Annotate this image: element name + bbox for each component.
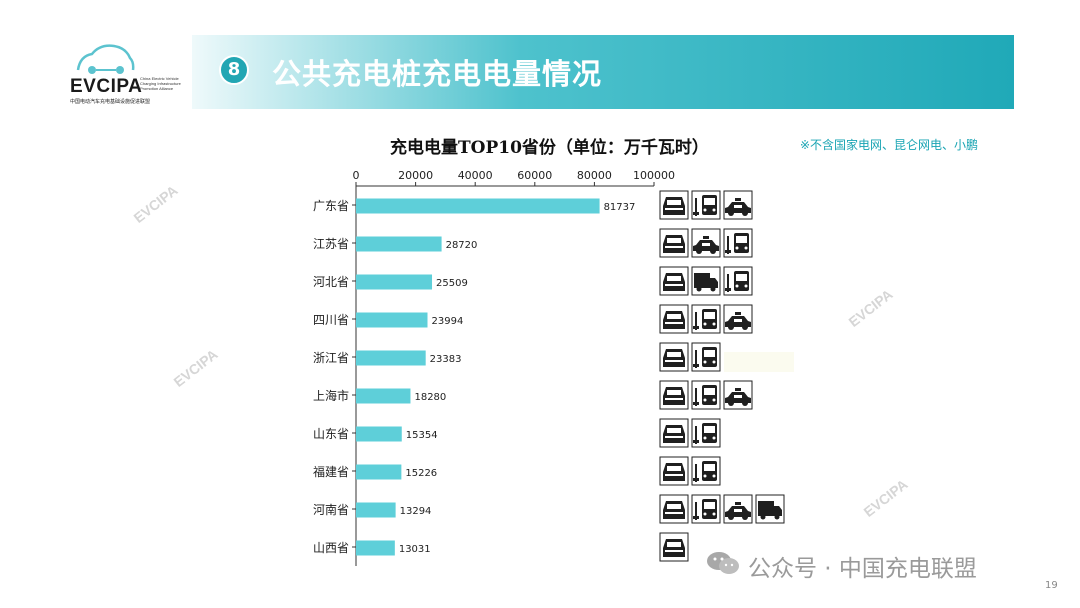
taxi-icon <box>691 228 721 258</box>
logo-english-name: China Electric Vehicle Charging Infrastr… <box>140 76 181 91</box>
footer-account: 公众号 · 中国充电联盟 <box>748 556 977 582</box>
bus-icon <box>723 228 753 258</box>
category-label: 山东省 <box>313 427 349 441</box>
bar <box>356 464 402 480</box>
truck-icon <box>691 266 721 296</box>
category-label: 福建省 <box>313 464 349 479</box>
bus-icon <box>691 418 721 448</box>
data-label: 23994 <box>432 316 464 327</box>
bar <box>356 540 395 556</box>
x-tick-label: 100000 <box>633 169 675 182</box>
x-tick-label: 40000 <box>458 169 493 182</box>
x-tick-label: 60000 <box>517 169 552 182</box>
bar <box>356 388 411 404</box>
data-label: 25509 <box>436 278 468 289</box>
private-car-icon <box>659 266 689 296</box>
bus-icon <box>723 266 753 296</box>
data-label: 13031 <box>399 544 431 555</box>
category-label: 四川省 <box>313 313 349 327</box>
bus-icon <box>691 342 721 372</box>
section-number-badge: 8 <box>219 55 249 85</box>
taxi-icon <box>723 494 753 524</box>
logo-car-icon <box>76 44 135 74</box>
x-tick-label: 0 <box>353 169 360 182</box>
category-label: 浙江省 <box>313 351 349 365</box>
private-car-icon <box>659 342 689 372</box>
page-number: 19 <box>1045 580 1058 591</box>
private-car-icon <box>659 456 689 486</box>
private-car-icon <box>659 418 689 448</box>
wechat-icon <box>707 552 739 574</box>
data-label: 81737 <box>604 202 636 213</box>
data-label: 15354 <box>406 430 438 441</box>
private-car-icon <box>659 190 689 220</box>
bar <box>356 274 433 290</box>
x-tick-label: 20000 <box>398 169 433 182</box>
bus-icon <box>691 190 721 220</box>
bus-icon <box>691 304 721 334</box>
bar <box>356 198 600 214</box>
private-car-icon <box>659 494 689 524</box>
private-car-icon <box>659 380 689 410</box>
data-label: 15226 <box>405 468 437 479</box>
bus-icon <box>691 494 721 524</box>
category-label: 河南省 <box>313 502 349 517</box>
bus-icon <box>691 456 721 486</box>
truck-icon <box>755 494 785 524</box>
private-car-icon <box>659 228 689 258</box>
bus-icon <box>691 380 721 410</box>
data-label: 28720 <box>446 240 478 251</box>
private-car-icon <box>659 532 689 562</box>
highlight-patch <box>724 352 794 372</box>
category-label: 河北省 <box>313 275 349 289</box>
taxi-icon <box>723 380 753 410</box>
page-title: 公共充电桩充电电量情况 <box>272 57 603 91</box>
header-banner <box>192 35 1014 109</box>
taxi-icon <box>723 304 753 334</box>
data-label: 23383 <box>430 354 462 365</box>
bar <box>356 350 426 366</box>
taxi-icon <box>723 190 753 220</box>
category-label: 广东省 <box>313 199 349 213</box>
bar <box>356 502 396 518</box>
bar <box>356 426 402 442</box>
data-label: 18280 <box>414 392 446 403</box>
category-label: 江苏省 <box>313 237 349 251</box>
exclusion-note: ※不含国家电网、昆仑网电、小鹏 <box>800 138 979 152</box>
logo-chinese-name: 中国电动汽车充电基础设施促进联盟 <box>70 99 151 105</box>
category-label: 山西省 <box>313 541 349 555</box>
bar <box>356 236 442 252</box>
evcipa-logo: EVCIPA China Electric Vehicle Charging I… <box>68 40 181 105</box>
private-car-icon <box>659 304 689 334</box>
category-label: 上海市 <box>313 388 349 403</box>
x-tick-label: 80000 <box>577 169 612 182</box>
logo-wordmark: EVCIPA <box>70 76 143 97</box>
data-label: 13294 <box>400 506 432 517</box>
bar <box>356 312 428 328</box>
chart-title: 充电电量TOP10省份（单位：万千瓦时） <box>390 138 709 158</box>
